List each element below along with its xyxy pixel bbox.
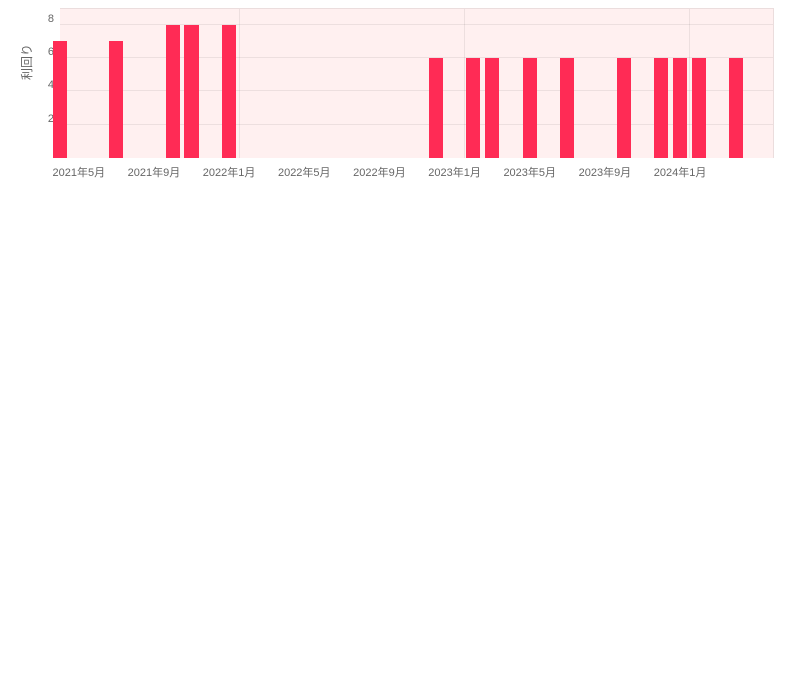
gridline-vertical <box>689 9 690 158</box>
plot-area: 24682021年5月2021年9月2022年1月2022年5月2022年9月2… <box>60 8 774 158</box>
bar <box>617 58 631 158</box>
bar <box>184 25 198 158</box>
x-tick-label: 2023年9月 <box>579 164 632 180</box>
bar <box>222 25 236 158</box>
bar <box>692 58 706 158</box>
bar <box>166 25 180 158</box>
bar <box>429 58 443 158</box>
bar <box>53 41 67 158</box>
x-tick-label: 2023年1月 <box>428 164 481 180</box>
gridline-vertical <box>464 9 465 158</box>
bar <box>654 58 668 158</box>
x-tick-label: 2022年9月 <box>353 164 406 180</box>
bar <box>729 58 743 158</box>
x-tick-label: 2022年1月 <box>203 164 256 180</box>
bar <box>466 58 480 158</box>
x-tick-label: 2024年1月 <box>654 164 707 180</box>
bar <box>485 58 499 158</box>
bar <box>673 58 687 158</box>
x-tick-label: 2023年5月 <box>503 164 556 180</box>
yield-bar-chart: 利回り 24682021年5月2021年9月2022年1月2022年5月2022… <box>0 0 792 200</box>
bar <box>560 58 574 158</box>
y-tick-label: 8 <box>48 13 54 25</box>
y-axis-title: 利回り <box>18 44 35 80</box>
bar <box>523 58 537 158</box>
x-tick-label: 2021年5月 <box>52 164 105 180</box>
bar <box>109 41 123 158</box>
x-tick-label: 2022年5月 <box>278 164 331 180</box>
gridline-vertical <box>239 9 240 158</box>
x-tick-label: 2021年9月 <box>128 164 181 180</box>
